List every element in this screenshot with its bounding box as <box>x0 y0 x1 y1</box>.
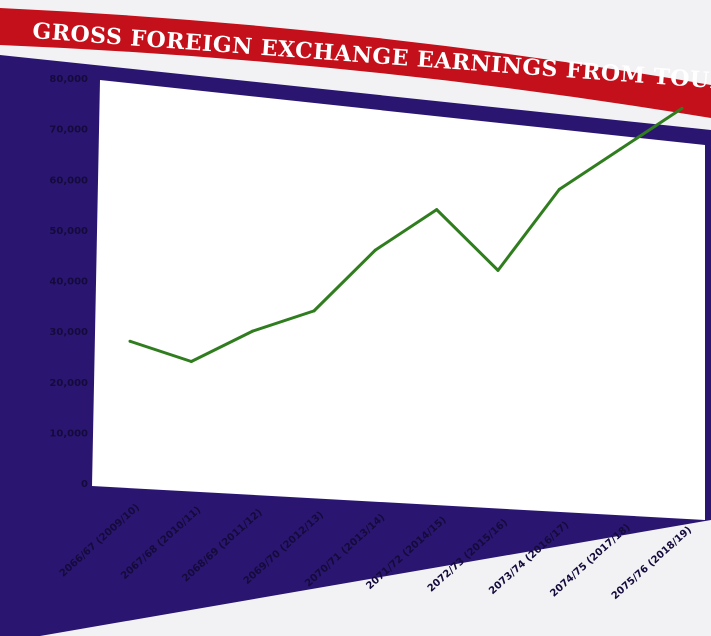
y-axis-ticks: 0 10,000 20,000 30,000 40,000 50,000 60,000 70,… <box>49 74 88 490</box>
data-point <box>312 309 316 313</box>
data-point <box>435 208 439 212</box>
y-tick-label: 20,000 <box>49 378 88 389</box>
data-point <box>189 360 193 363</box>
y-tick-label: 60,000 <box>49 175 88 186</box>
y-tick-label: 10,000 <box>49 428 88 439</box>
data-point <box>619 147 623 151</box>
y-tick-label: 0 <box>81 479 88 490</box>
series-layer <box>128 106 684 363</box>
y-tick-label: 50,000 <box>49 226 88 237</box>
y-tick-label: 40,000 <box>49 277 88 288</box>
y-tick-label: 30,000 <box>49 327 88 338</box>
data-point <box>496 268 500 272</box>
data-point <box>128 339 132 343</box>
data-point <box>680 106 684 110</box>
series-line <box>129 107 683 363</box>
y-tick-label: 70,000 <box>49 125 88 136</box>
data-point <box>251 329 255 333</box>
plot-area <box>92 80 705 520</box>
y-tick-label: 80,000 <box>49 74 88 85</box>
data-point <box>373 248 377 252</box>
data-point <box>557 187 561 191</box>
title-banner <box>0 8 711 118</box>
